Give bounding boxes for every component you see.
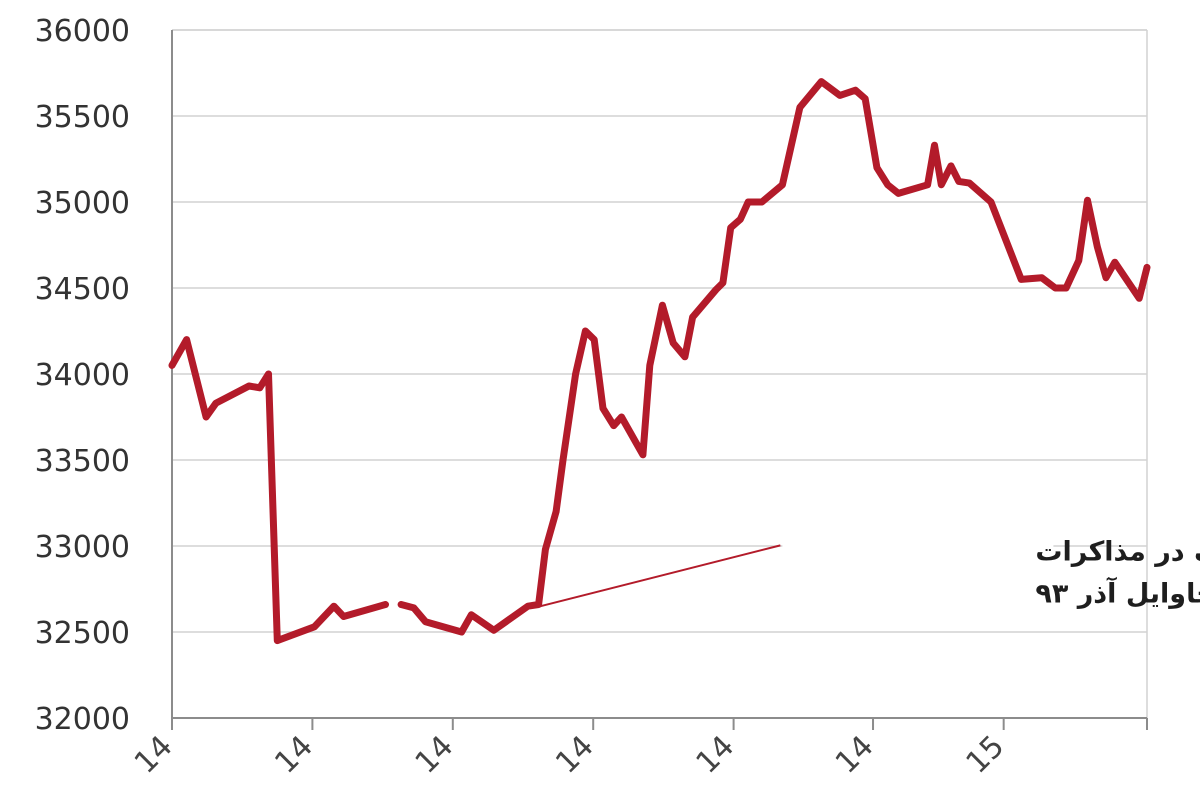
data-point bbox=[779, 181, 786, 188]
y-tick-label: 32000 bbox=[35, 702, 130, 737]
data-point bbox=[591, 336, 598, 343]
y-tick-label: 34500 bbox=[35, 272, 130, 307]
data-point bbox=[245, 382, 253, 390]
data-point bbox=[966, 179, 973, 187]
data-point bbox=[659, 302, 666, 309]
data-point bbox=[212, 400, 220, 407]
y-tick-label: 36000 bbox=[35, 14, 130, 49]
annotation-leader-line bbox=[540, 544, 781, 608]
data-point bbox=[490, 627, 497, 634]
data-point bbox=[884, 181, 891, 188]
data-point bbox=[1094, 243, 1101, 250]
data-point bbox=[1062, 284, 1070, 292]
data-point bbox=[1075, 257, 1083, 264]
data-point bbox=[535, 601, 542, 608]
data-point bbox=[274, 637, 281, 644]
data-point bbox=[468, 611, 475, 618]
gridlines bbox=[172, 29, 1148, 718]
data-point bbox=[382, 601, 389, 608]
data-point bbox=[582, 327, 589, 335]
y-tick-label: 32500 bbox=[35, 616, 130, 651]
data-point bbox=[1084, 197, 1091, 204]
annotation-box bbox=[782, 525, 1054, 622]
data-point bbox=[1136, 295, 1143, 302]
series-lines bbox=[168, 78, 1151, 645]
data-point bbox=[947, 162, 955, 170]
data-point bbox=[931, 142, 938, 149]
data-point bbox=[646, 362, 653, 369]
y-tick-label: 35500 bbox=[35, 100, 130, 135]
data-point bbox=[256, 384, 263, 391]
data-point bbox=[1018, 276, 1025, 283]
data-point bbox=[311, 623, 318, 630]
y-tick-label: 33000 bbox=[35, 530, 130, 565]
data-point bbox=[330, 603, 338, 610]
data-point bbox=[552, 508, 560, 515]
annotation-text-line: چاوایل آذر ۹۳ bbox=[1035, 576, 1200, 609]
data-point bbox=[559, 456, 567, 464]
data-point bbox=[397, 601, 405, 608]
data-point bbox=[681, 353, 689, 360]
data-point bbox=[168, 362, 176, 369]
data-point bbox=[572, 370, 579, 378]
series-line-segment bbox=[397, 78, 1151, 636]
data-point bbox=[719, 279, 727, 286]
data-point bbox=[599, 405, 607, 412]
data-point bbox=[524, 603, 532, 610]
data-point bbox=[618, 413, 625, 421]
data-point bbox=[1143, 264, 1151, 271]
data-point bbox=[758, 198, 766, 206]
data-point bbox=[1102, 274, 1110, 281]
data-point bbox=[818, 78, 825, 85]
data-point bbox=[639, 451, 647, 458]
data-point bbox=[727, 224, 734, 231]
y-tick-labels: 32000 32500 33000 33500 34000 34500 35000 35500… bbox=[35, 14, 130, 737]
data-point bbox=[836, 92, 844, 99]
data-point bbox=[1038, 274, 1045, 281]
annotations: توقف در مذاکرات چاوایل آذر ۹۳ bbox=[540, 525, 1200, 622]
data-point bbox=[458, 628, 465, 636]
data-point bbox=[712, 286, 720, 293]
data-point bbox=[924, 181, 931, 188]
data-point bbox=[610, 422, 617, 429]
data-point bbox=[265, 370, 272, 378]
data-point bbox=[873, 164, 881, 171]
data-point bbox=[1111, 259, 1119, 266]
data-point bbox=[410, 604, 417, 612]
data-point bbox=[670, 339, 677, 347]
data-point bbox=[202, 413, 210, 421]
data-point bbox=[955, 178, 962, 185]
y-tick-label: 34000 bbox=[35, 358, 130, 393]
data-point bbox=[895, 190, 902, 197]
data-point bbox=[542, 546, 549, 553]
data-point bbox=[796, 104, 804, 111]
data-point bbox=[689, 314, 696, 321]
data-point bbox=[862, 95, 869, 103]
y-tick-label: 35000 bbox=[35, 186, 130, 221]
data-point bbox=[1052, 284, 1059, 292]
y-tick-label: 33500 bbox=[35, 444, 130, 479]
data-point bbox=[852, 87, 859, 94]
data-point bbox=[745, 198, 752, 206]
data-point bbox=[422, 618, 429, 625]
data-point bbox=[938, 181, 945, 188]
axes bbox=[171, 30, 1148, 730]
data-point bbox=[737, 216, 744, 223]
annotation-text-line: توقف در مذاکرات bbox=[1035, 536, 1200, 567]
data-point bbox=[987, 198, 995, 206]
data-point bbox=[183, 336, 190, 343]
data-point bbox=[340, 613, 347, 620]
